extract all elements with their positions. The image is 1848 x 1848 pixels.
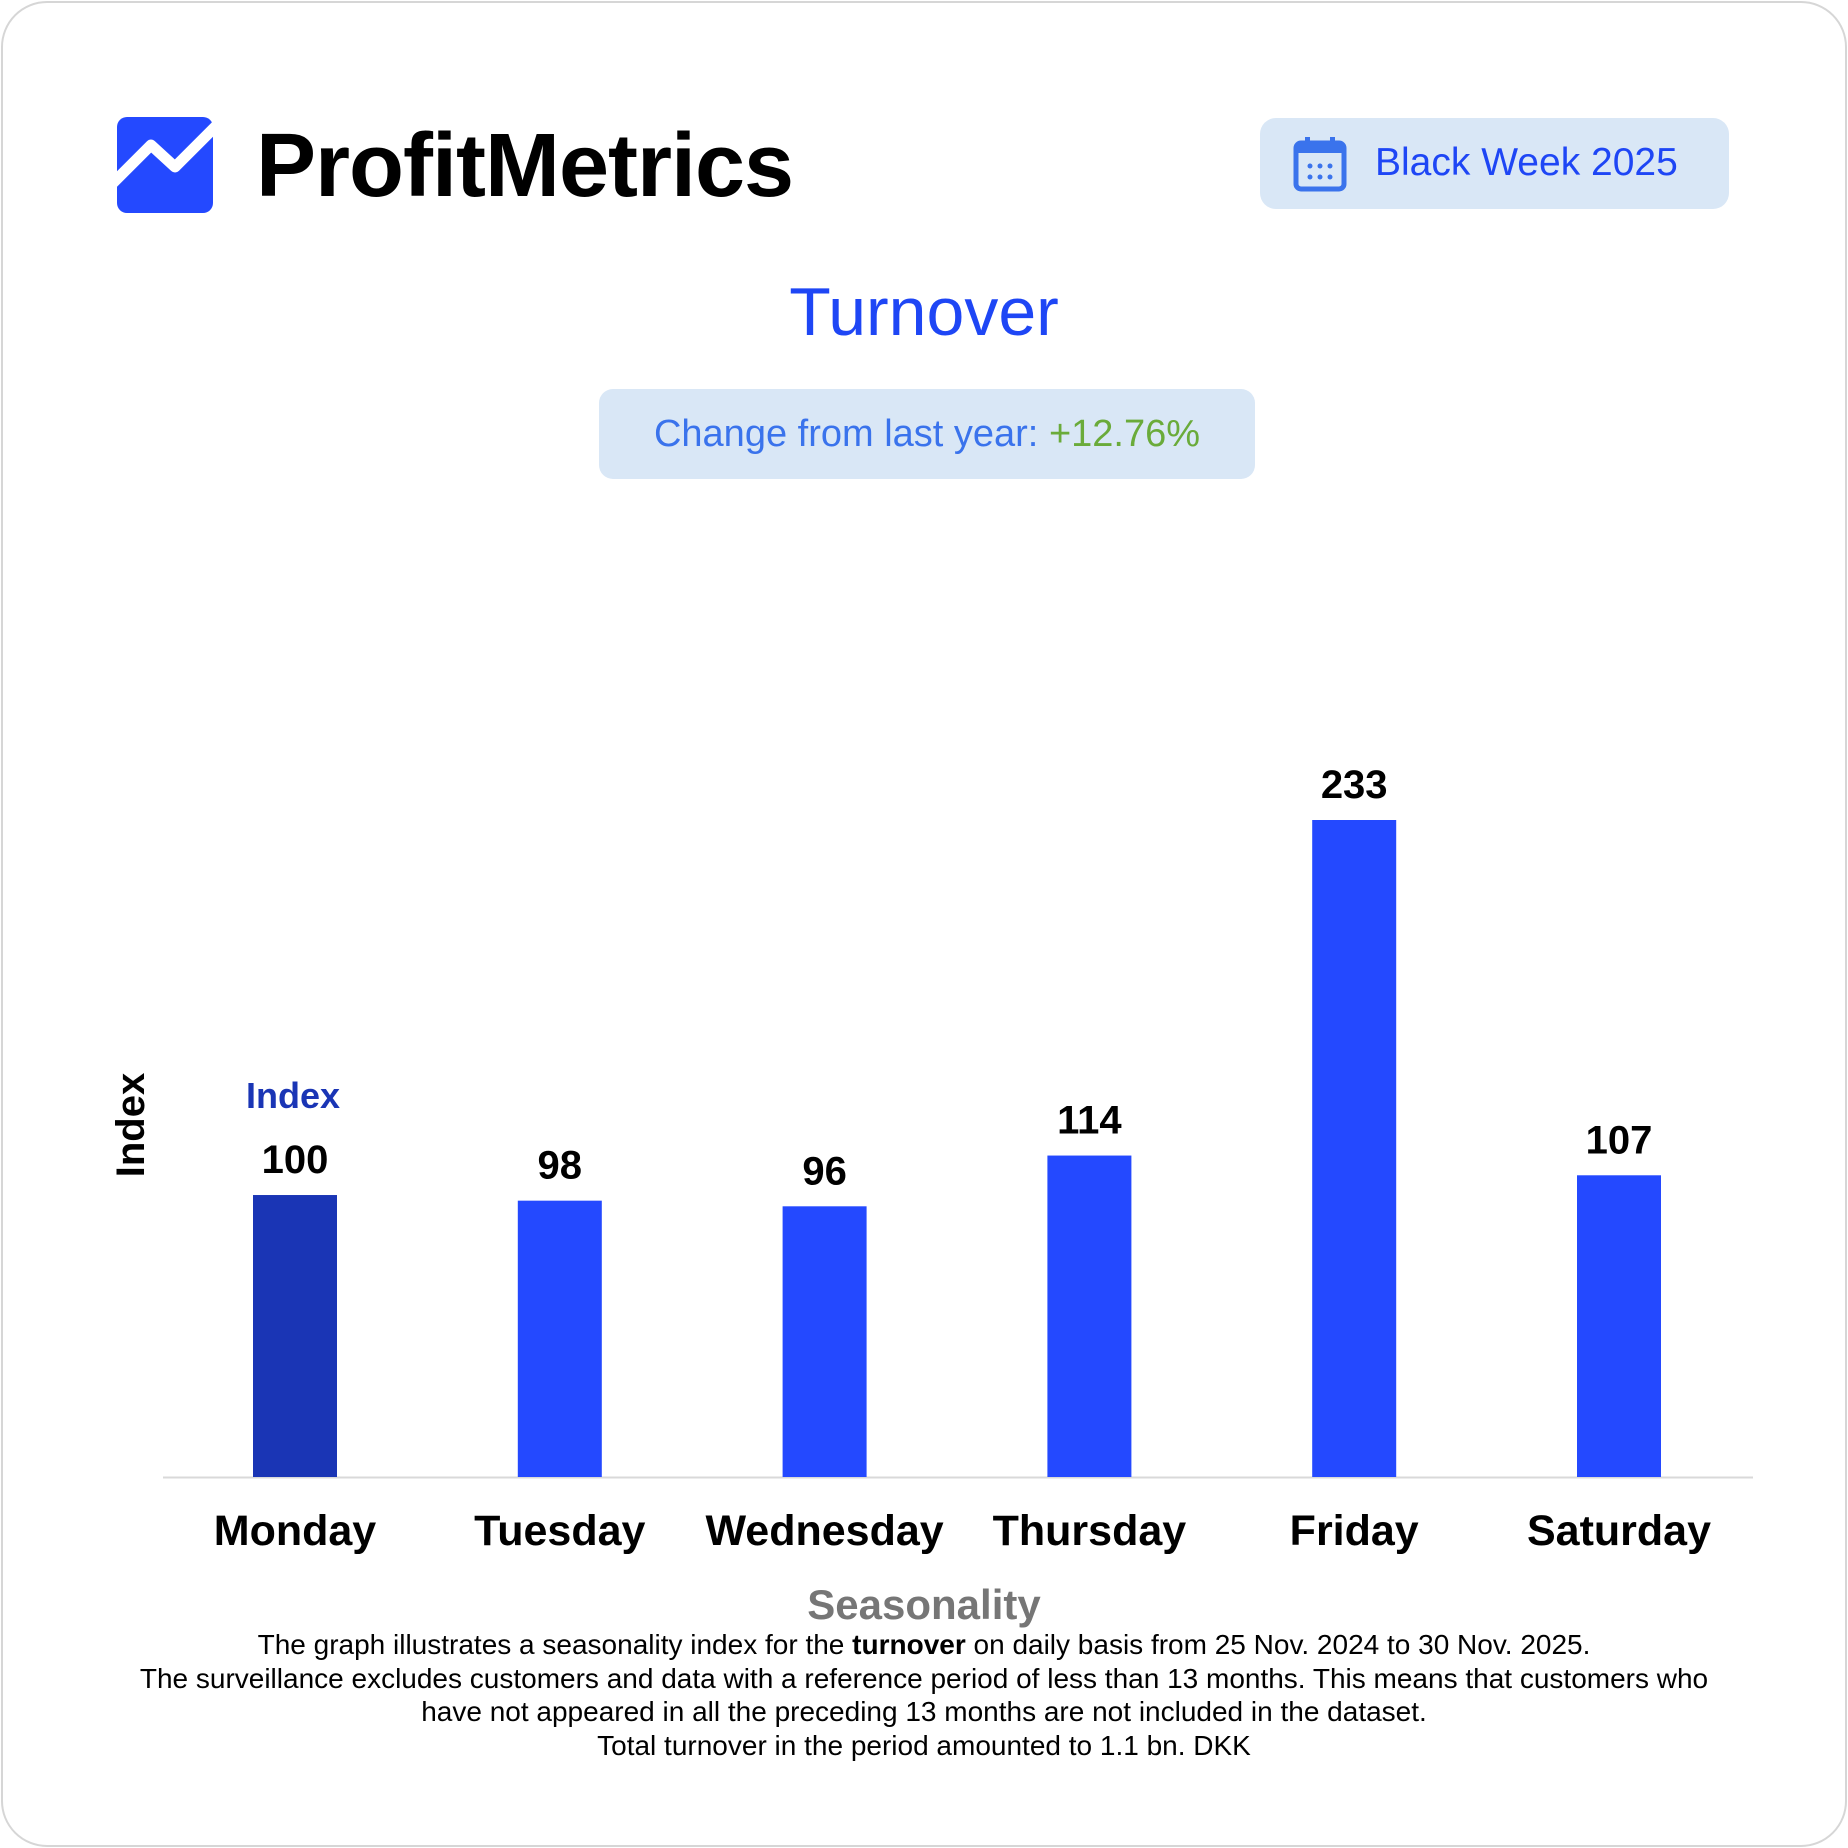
footnote-line-2: The surveillance excludes customers and … — [139, 1662, 1709, 1694]
footnote-line-1: The graph illustrates a seasonality inde… — [257, 1629, 1591, 1660]
change-value: +12.76% — [1048, 413, 1201, 455]
x-axis-title: Seasonality — [807, 1581, 1041, 1628]
x-tick-label: Monday — [214, 1507, 377, 1555]
y-axis-title: Index — [109, 1073, 153, 1177]
calendar-icon — [1293, 137, 1347, 192]
x-tick-label: Tuesday — [474, 1507, 645, 1555]
trend-line-logo-icon — [117, 117, 213, 213]
index-annotation: Index — [246, 1075, 340, 1116]
data-label: 96 — [802, 1149, 847, 1193]
data-label: 233 — [1321, 763, 1388, 807]
bar-monday — [253, 1195, 337, 1477]
page-title: Turnover — [789, 274, 1059, 350]
x-tick-label: Wednesday — [706, 1507, 944, 1555]
data-label: 98 — [538, 1144, 583, 1188]
period-badge: Black Week 2025 — [1260, 118, 1729, 209]
x-tick-label: Saturday — [1527, 1507, 1711, 1555]
bar-thursday — [1047, 1155, 1132, 1477]
bar-chart: 100 Monday 98 Tuesday 96 Wednesday 114 Thursday… — [109, 763, 1753, 1555]
period-label: Black Week 2025 — [1375, 141, 1678, 184]
x-tick-label: Thursday — [993, 1507, 1187, 1555]
footnote: The graph illustrates a seasonality inde… — [0, 1628, 1848, 1762]
x-tick-label: Friday — [1290, 1507, 1419, 1555]
change-pill: Change from last year: +12.76% — [599, 389, 1255, 479]
bar-saturday — [1577, 1175, 1661, 1477]
bar-friday — [1312, 820, 1397, 1477]
bar-wednesday — [782, 1206, 867, 1477]
change-label: Change from last year: — [653, 413, 1039, 455]
data-label: 107 — [1586, 1118, 1653, 1162]
data-label: 100 — [262, 1138, 329, 1182]
data-label: 114 — [1057, 1099, 1122, 1143]
footnote-line-3: have not appeared in all the preceding 1… — [421, 1696, 1427, 1727]
footnote-line-4: Total turnover in the period amounted to… — [597, 1729, 1251, 1761]
brand-name: ProfitMetrics — [256, 116, 794, 216]
bar-tuesday — [517, 1200, 602, 1477]
